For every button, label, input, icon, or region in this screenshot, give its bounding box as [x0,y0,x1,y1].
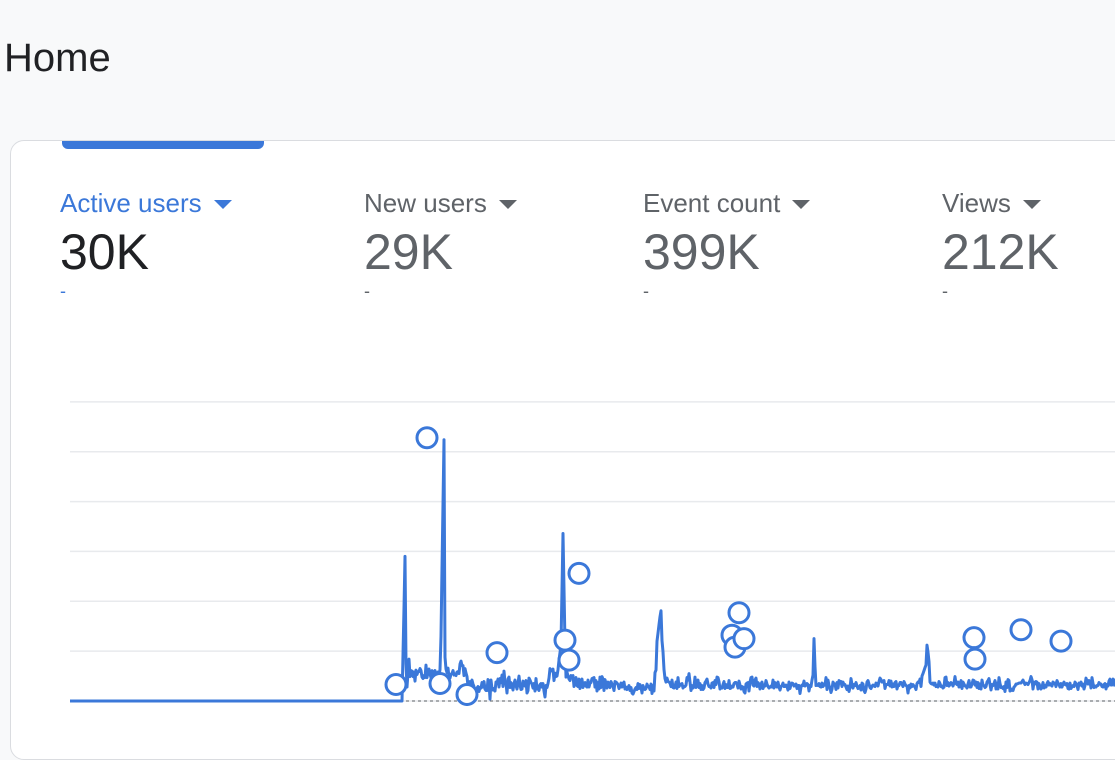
anomaly-marker[interactable] [553,628,577,652]
anomaly-marker[interactable] [1049,629,1073,653]
metric-change: - [643,281,649,301]
metric-label: Active users [60,188,202,218]
anomaly-marker[interactable] [962,626,986,650]
dropdown-caret-icon[interactable] [1022,200,1041,209]
metric-tab-views[interactable]: Views 212K - [942,188,1059,300]
metric-value: 212K [942,224,1059,280]
metric-label: Views [942,188,1011,218]
metric-change: - [60,281,66,301]
page-title: Home [4,36,111,80]
anomaly-marker[interactable] [557,648,581,672]
metric-value: 29K [364,224,453,280]
metric-change: - [942,281,948,301]
anomaly-marker[interactable] [415,426,439,450]
metric-label: Event count [643,188,781,218]
metric-selector[interactable]: Event count [643,188,811,219]
metric-label: New users [364,188,487,218]
metric-tab-new-users[interactable]: New users 29K - [364,188,517,300]
anomaly-marker[interactable] [567,561,591,585]
dropdown-caret-icon[interactable] [792,200,811,209]
active-tab-indicator [62,141,264,149]
anomaly-marker[interactable] [485,641,509,665]
metric-selector[interactable]: Active users [60,188,232,219]
metric-tab-active-users[interactable]: Active users 30K - [60,188,232,300]
anomaly-marker[interactable] [1009,618,1033,642]
anomaly-marker[interactable] [455,683,479,706]
metric-selector[interactable]: New users [364,188,517,219]
anomaly-marker[interactable] [727,601,751,625]
dropdown-caret-icon[interactable] [213,200,232,209]
anomaly-marker[interactable] [428,672,452,696]
metric-tab-event-count[interactable]: Event count 399K - [643,188,811,301]
metric-selector[interactable]: Views [942,188,1059,219]
metric-value: 30K [60,224,149,280]
metric-value: 399K [643,224,760,280]
dropdown-caret-icon[interactable] [498,200,517,209]
anomaly-marker[interactable] [732,627,756,651]
anomaly-marker[interactable] [963,647,987,671]
anomaly-marker[interactable] [384,673,408,697]
metric-change: - [364,281,370,301]
